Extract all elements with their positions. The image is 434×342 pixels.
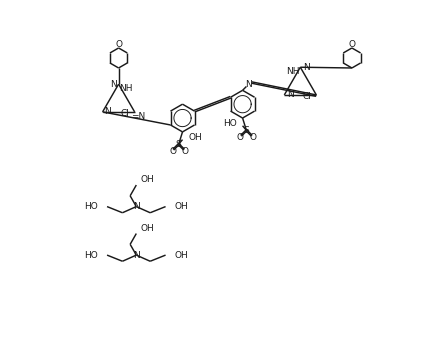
Text: N: N: [286, 90, 293, 100]
Text: O: O: [249, 133, 256, 142]
Text: OH: OH: [188, 133, 202, 142]
Text: OH: OH: [174, 251, 188, 260]
Text: N: N: [302, 63, 309, 72]
Text: OH: OH: [174, 202, 188, 211]
Text: O: O: [236, 133, 243, 142]
Text: S: S: [175, 140, 181, 149]
Text: HO: HO: [222, 119, 236, 128]
Text: NH: NH: [119, 84, 133, 93]
Text: S: S: [243, 126, 249, 135]
Text: N: N: [245, 80, 252, 89]
Text: N: N: [104, 107, 111, 116]
Text: N: N: [133, 202, 139, 211]
Text: O: O: [169, 147, 176, 156]
Text: OH: OH: [141, 224, 155, 233]
Text: O: O: [181, 147, 188, 156]
Text: Cl: Cl: [121, 109, 129, 118]
Text: =N: =N: [131, 111, 145, 121]
Text: OH: OH: [141, 175, 155, 184]
Text: NH: NH: [285, 67, 299, 76]
Text: Cl: Cl: [302, 92, 311, 101]
Text: N: N: [109, 80, 116, 89]
Text: O: O: [348, 40, 355, 49]
Text: O: O: [115, 40, 122, 49]
Text: HO: HO: [84, 202, 98, 211]
Text: N: N: [133, 251, 139, 260]
Text: HO: HO: [84, 251, 98, 260]
